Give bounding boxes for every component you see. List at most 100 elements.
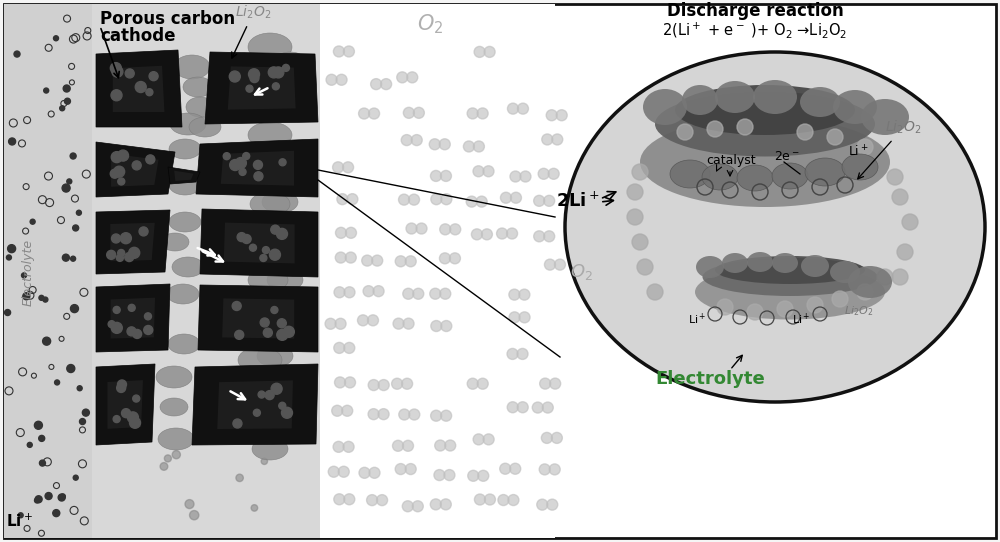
Circle shape [510,463,521,474]
Circle shape [407,72,418,83]
Circle shape [58,494,65,501]
Ellipse shape [252,438,288,460]
Circle shape [539,464,550,475]
Circle shape [117,380,126,389]
Polygon shape [192,364,318,445]
Text: Electrolyte: Electrolyte [22,238,34,306]
Circle shape [129,247,140,259]
Text: Li$_2$O$_2$: Li$_2$O$_2$ [844,304,874,318]
Circle shape [395,463,406,475]
Polygon shape [196,139,318,197]
Circle shape [413,288,424,299]
Circle shape [253,409,260,416]
Circle shape [637,259,653,275]
Circle shape [39,435,45,441]
Polygon shape [221,151,294,185]
Circle shape [149,72,158,81]
Circle shape [677,124,693,140]
Circle shape [112,234,121,243]
Ellipse shape [702,258,878,296]
Circle shape [342,405,353,416]
Circle shape [368,379,379,391]
Circle shape [363,286,374,296]
Circle shape [39,295,44,300]
Circle shape [627,184,643,200]
Circle shape [445,440,456,451]
Circle shape [483,166,494,177]
Circle shape [111,90,122,101]
Circle shape [146,89,153,96]
Circle shape [471,229,482,240]
Circle shape [902,214,918,230]
Ellipse shape [257,345,293,367]
Circle shape [550,378,561,389]
Circle shape [229,71,240,82]
Circle shape [403,318,414,329]
Ellipse shape [565,52,985,402]
Circle shape [552,134,563,145]
Circle shape [185,500,194,508]
Circle shape [64,98,70,104]
Circle shape [412,501,423,512]
Polygon shape [168,167,200,184]
Ellipse shape [250,192,290,216]
Circle shape [230,159,241,171]
Polygon shape [110,223,155,261]
Ellipse shape [682,85,718,115]
Circle shape [44,88,49,93]
Polygon shape [174,171,193,181]
Circle shape [35,498,40,503]
Ellipse shape [753,80,797,114]
Circle shape [546,109,557,121]
Circle shape [235,331,244,339]
Circle shape [246,85,253,92]
Polygon shape [96,210,170,274]
Circle shape [232,301,241,311]
Circle shape [119,152,128,160]
Ellipse shape [186,97,214,117]
Circle shape [253,160,262,170]
Circle shape [113,92,120,99]
Circle shape [467,108,478,119]
Circle shape [549,464,560,475]
Polygon shape [228,67,296,109]
Circle shape [242,235,251,243]
Circle shape [440,288,451,299]
Ellipse shape [830,261,860,283]
Bar [92,4,322,538]
Circle shape [484,494,495,505]
Ellipse shape [248,268,288,292]
Circle shape [325,318,336,330]
Polygon shape [111,298,155,339]
Ellipse shape [248,122,292,148]
Circle shape [807,297,823,313]
Ellipse shape [715,81,755,113]
Polygon shape [205,52,318,124]
Circle shape [250,74,259,82]
Circle shape [117,383,126,392]
Circle shape [473,434,484,445]
Text: 2(Li$^+$ + e$^-$ )+ O$_2$ →Li$_2$O$_2$: 2(Li$^+$ + e$^-$ )+ O$_2$ →Li$_2$O$_2$ [662,20,848,40]
Circle shape [344,343,355,353]
Circle shape [468,470,479,481]
Circle shape [632,234,648,250]
Circle shape [402,378,413,389]
Ellipse shape [174,55,210,79]
Circle shape [540,378,551,389]
Circle shape [67,365,75,372]
Circle shape [440,170,451,182]
Polygon shape [96,50,182,127]
Circle shape [508,494,519,506]
Circle shape [507,402,518,413]
Circle shape [434,469,445,481]
Ellipse shape [670,160,710,188]
Circle shape [827,129,843,145]
Ellipse shape [640,117,890,207]
Circle shape [345,227,356,238]
Circle shape [268,67,279,78]
Circle shape [125,253,134,262]
Circle shape [632,164,648,180]
Circle shape [114,166,125,177]
Circle shape [441,410,452,421]
Circle shape [127,412,138,423]
